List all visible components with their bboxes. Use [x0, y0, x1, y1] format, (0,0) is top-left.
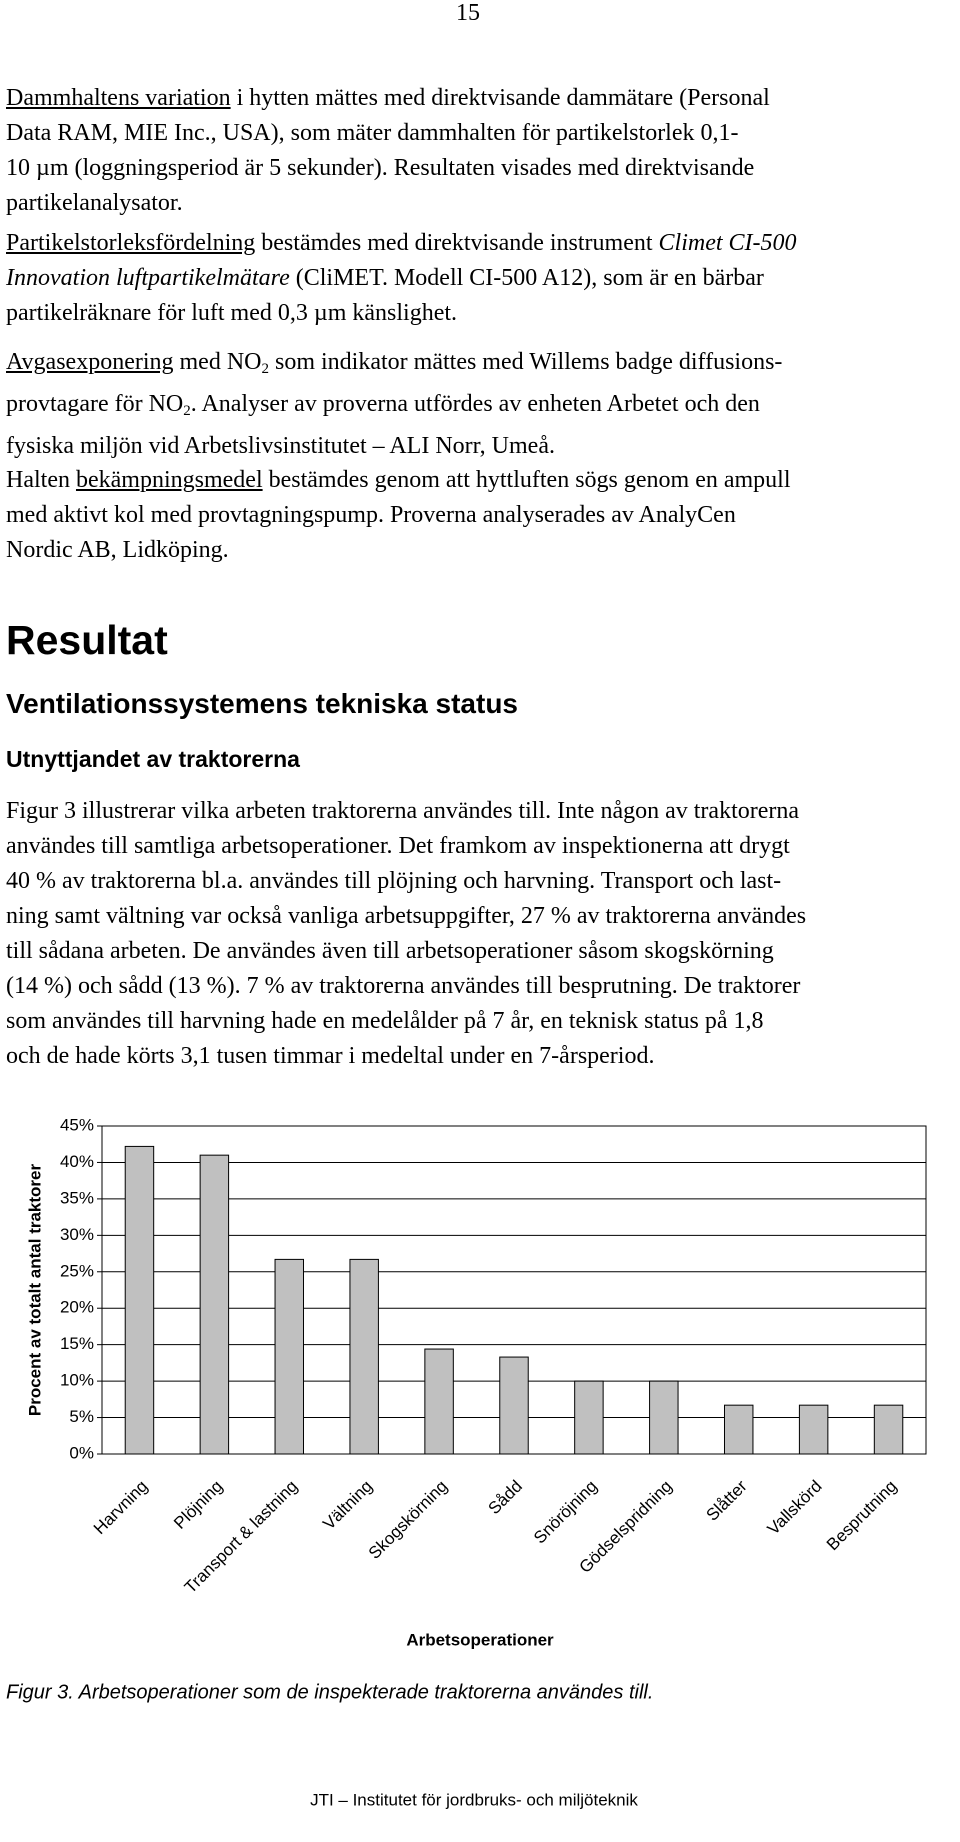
text-line: som användes till harvning hade en medel…	[6, 1004, 956, 1039]
subscript: 2	[261, 361, 270, 377]
text-line: till sådana arbeten. De användes även ti…	[6, 934, 956, 969]
text: partikelanalysator.	[6, 190, 183, 216]
bar	[424, 1348, 454, 1455]
underlined-text: Dammhaltens variation	[6, 85, 231, 111]
underlined-text: Partikelstorleksfördelning	[6, 230, 256, 256]
y-tick-label: 30%	[60, 1225, 94, 1244]
y-tick-label: 10%	[60, 1371, 94, 1390]
heading-3: Utnyttjandet av traktorerna	[6, 746, 300, 772]
text-line: Nordic AB, Lidköping.	[6, 533, 956, 568]
x-tick-label: Skogskörning	[365, 1477, 451, 1563]
text: fysiska miljön vid Arbetslivsinstitutet …	[6, 433, 555, 459]
bar	[199, 1154, 230, 1455]
y-tick-label: 35%	[60, 1188, 94, 1207]
paragraph: Avgasexponering med NO2 som indikator mä…	[6, 345, 956, 464]
text-line: Innovation luftpartikelmätare (CliMET. M…	[6, 261, 956, 296]
text: Figur 3 illustrerar vilka arbeten trakto…	[6, 798, 800, 824]
text-line: Data RAM, MIE Inc., USA), som mäter damm…	[6, 116, 956, 151]
italic-text: Climet CI-500	[658, 230, 797, 256]
text: Halten	[6, 467, 76, 493]
bar	[574, 1380, 604, 1455]
text-line: Dammhaltens variation i hytten mättes me…	[6, 81, 956, 116]
bar	[349, 1258, 379, 1455]
text: som indikator mättes med Willems badge d…	[269, 349, 783, 375]
bar	[798, 1404, 829, 1455]
text: med aktivt kol med provtagningspump. Pro…	[6, 502, 736, 528]
text-line: med aktivt kol med provtagningspump. Pro…	[6, 498, 956, 533]
text: bestämdes genom att hyttluften sögs geno…	[262, 467, 791, 493]
text: (CliMET. Modell CI-500 A12), som är en b…	[289, 265, 764, 291]
x-tick-label: Plöjning	[170, 1477, 226, 1533]
text-line: partikelräknare för luft med 0,3 µm käns…	[6, 296, 956, 331]
text-line: 10 µm (loggningsperiod är 5 sekunder). R…	[6, 151, 956, 186]
footer: JTI – Institutet för jordbruks- och milj…	[310, 1790, 638, 1809]
text-line: och de hade körts 3,1 tusen timmar i med…	[6, 1039, 956, 1074]
x-tick-label: Snöröjning	[530, 1477, 601, 1548]
y-tick-label: 20%	[60, 1298, 94, 1317]
bar	[499, 1356, 529, 1455]
text-line: Partikelstorleksfördelning bestämdes med…	[6, 226, 956, 261]
text-line: användes till samtliga arbetsoperationer…	[6, 829, 956, 864]
text-line: Halten bekämpningsmedel bestämdes genom …	[6, 463, 956, 498]
text: provtagare för NO	[6, 391, 184, 417]
paragraph: Dammhaltens variation i hytten mättes me…	[6, 81, 956, 221]
x-axis-title: Arbetsoperationer	[406, 1630, 554, 1649]
y-tick-label: 45%	[60, 1115, 94, 1134]
text-line: (14 %) och sådd (13 %). 7 % av traktorer…	[6, 969, 956, 1004]
text: till sådana arbeten. De användes även ti…	[6, 938, 774, 964]
text: Nordic AB, Lidköping.	[6, 537, 229, 563]
text: och de hade körts 3,1 tusen timmar i med…	[6, 1043, 655, 1069]
paragraph: Halten bekämpningsmedel bestämdes genom …	[6, 463, 956, 568]
text: partikelräknare för luft med 0,3 µm käns…	[6, 300, 458, 326]
text: . Analyser av proverna utfördes av enhet…	[190, 391, 760, 417]
text: 10 µm (loggningsperiod är 5 sekunder). R…	[6, 155, 755, 181]
text: som användes till harvning hade en medel…	[6, 1008, 764, 1034]
text: med NO	[173, 349, 262, 375]
x-tick-label: Vältning	[319, 1477, 376, 1534]
text-line: ning samt vältning var också vanliga arb…	[6, 899, 956, 934]
y-axis-title: Procent av totalt antal traktorer	[25, 1164, 44, 1417]
text-line: Avgasexponering med NO2 som indikator mä…	[6, 345, 956, 387]
text: ning samt vältning var också vanliga arb…	[6, 903, 807, 929]
bar	[873, 1404, 904, 1455]
underlined-text: bekämpningsmedel	[75, 467, 263, 493]
text: (14 %) och sådd (13 %). 7 % av traktorer…	[6, 973, 801, 999]
y-tick-label: 15%	[60, 1334, 94, 1353]
bar	[649, 1380, 679, 1455]
text: Data RAM, MIE Inc., USA), som mäter damm…	[6, 120, 739, 146]
text-line: partikelanalysator.	[6, 186, 956, 221]
x-tick-label: Besprutning	[823, 1477, 901, 1555]
subscript: 2	[183, 403, 191, 419]
text-line: provtagare för NO2. Analyser av proverna…	[6, 387, 956, 429]
y-tick-label: 0%	[69, 1443, 94, 1462]
x-tick-label: Vallskörd	[764, 1477, 826, 1539]
y-tick-label: 40%	[60, 1152, 94, 1171]
heading-2: Ventilationssystemens tekniska status	[6, 688, 518, 719]
paragraph: Partikelstorleksfördelning bestämdes med…	[6, 226, 956, 331]
x-tick-label: Sådd	[484, 1477, 526, 1519]
text: 40 % av traktorerna bl.a. användes till …	[6, 868, 782, 894]
text-line: fysiska miljön vid Arbetslivsinstitutet …	[6, 429, 956, 464]
bar	[124, 1145, 155, 1455]
paragraph: Figur 3 illustrerar vilka arbeten trakto…	[6, 794, 956, 1074]
underlined-text: Avgasexponering	[6, 349, 174, 375]
bar	[723, 1404, 754, 1455]
x-tick-label: Harvning	[90, 1477, 152, 1539]
x-tick-label: Slåtter	[703, 1476, 751, 1524]
text-line: 40 % av traktorerna bl.a. användes till …	[6, 864, 956, 899]
y-tick-label: 25%	[60, 1261, 94, 1280]
bar	[274, 1258, 305, 1455]
text-line: Figur 3 illustrerar vilka arbeten trakto…	[6, 794, 956, 829]
text: i hytten mättes med direktvisande dammät…	[230, 85, 770, 111]
text: bestämdes med direktvisande instrument	[255, 230, 659, 256]
page-number: 15	[456, 0, 480, 26]
figure-caption: Figur 3. Arbetsoperationer som de inspek…	[6, 1681, 653, 1703]
italic-text: Innovation luftpartikelmätare	[6, 265, 290, 291]
text: användes till samtliga arbetsoperationer…	[6, 833, 790, 859]
y-tick-label: 5%	[69, 1407, 94, 1426]
heading-1: Resultat	[6, 617, 168, 663]
